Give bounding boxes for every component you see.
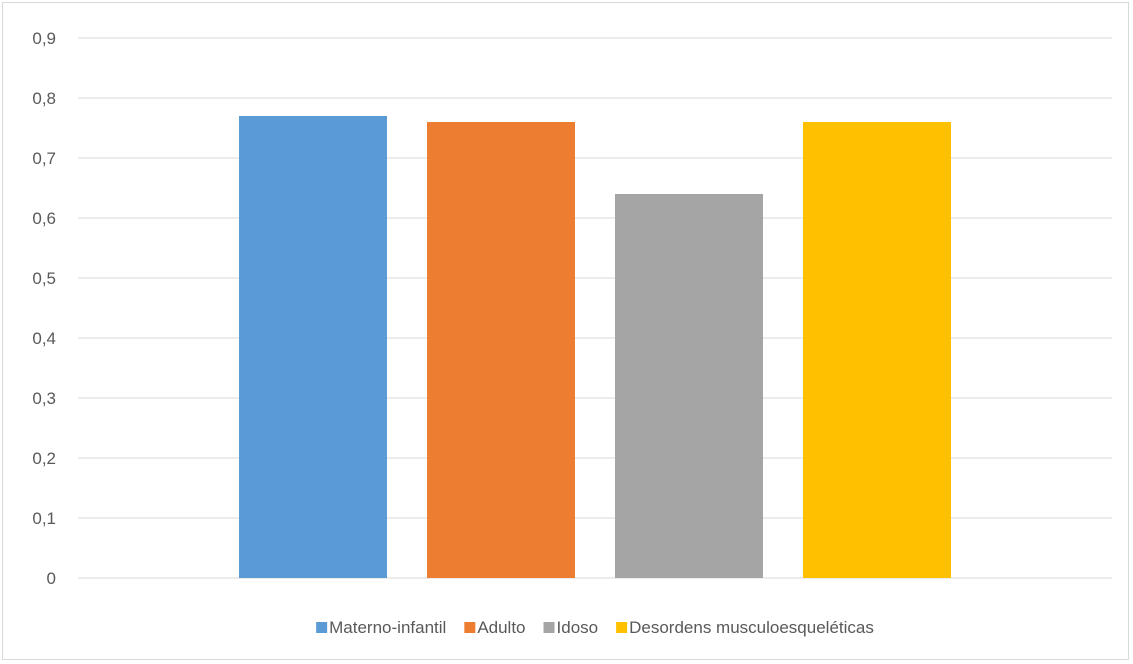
legend-item: Desordens musculoesqueléticas	[616, 618, 874, 637]
legend-item: Materno-infantil	[316, 618, 446, 637]
legend-label: Materno-infantil	[329, 618, 446, 637]
legend-swatch	[316, 622, 328, 633]
bar-adulto	[427, 122, 575, 578]
bar-idoso	[615, 194, 763, 578]
y-tick-label: 0,7	[32, 149, 56, 168]
bar-materno-infantil	[239, 116, 387, 578]
legend-swatch	[543, 622, 555, 633]
legend-item: Adulto	[464, 618, 526, 637]
y-tick-label: 0,4	[32, 329, 56, 348]
y-tick-label: 0	[47, 569, 56, 588]
y-tick-label: 0,3	[32, 389, 56, 408]
legend-label: Adulto	[477, 618, 525, 637]
legend-swatch	[616, 622, 628, 633]
y-tick-label: 0,1	[32, 509, 56, 528]
legend-label: Idoso	[557, 618, 599, 637]
y-tick-label: 0,9	[32, 29, 56, 48]
y-tick-label: 0,5	[32, 269, 56, 288]
y-tick-label: 0,8	[32, 89, 56, 108]
bar-desordens-musculoesquel-ticas	[803, 122, 951, 578]
y-tick-label: 0,6	[32, 209, 56, 228]
y-tick-label: 0,2	[32, 449, 56, 468]
legend-label: Desordens musculoesqueléticas	[629, 618, 874, 637]
gridlines	[78, 37, 1112, 579]
bars	[239, 116, 951, 578]
legend-item: Idoso	[543, 618, 599, 637]
legend: Materno-infantil Adulto Idoso Desordens mus…	[316, 618, 874, 637]
legend-swatch	[464, 622, 476, 633]
y-axis-ticks: 0 0,1 0,2 0,3 0,4 0,5 0,6 0,7 0,8 0,9	[32, 29, 56, 588]
